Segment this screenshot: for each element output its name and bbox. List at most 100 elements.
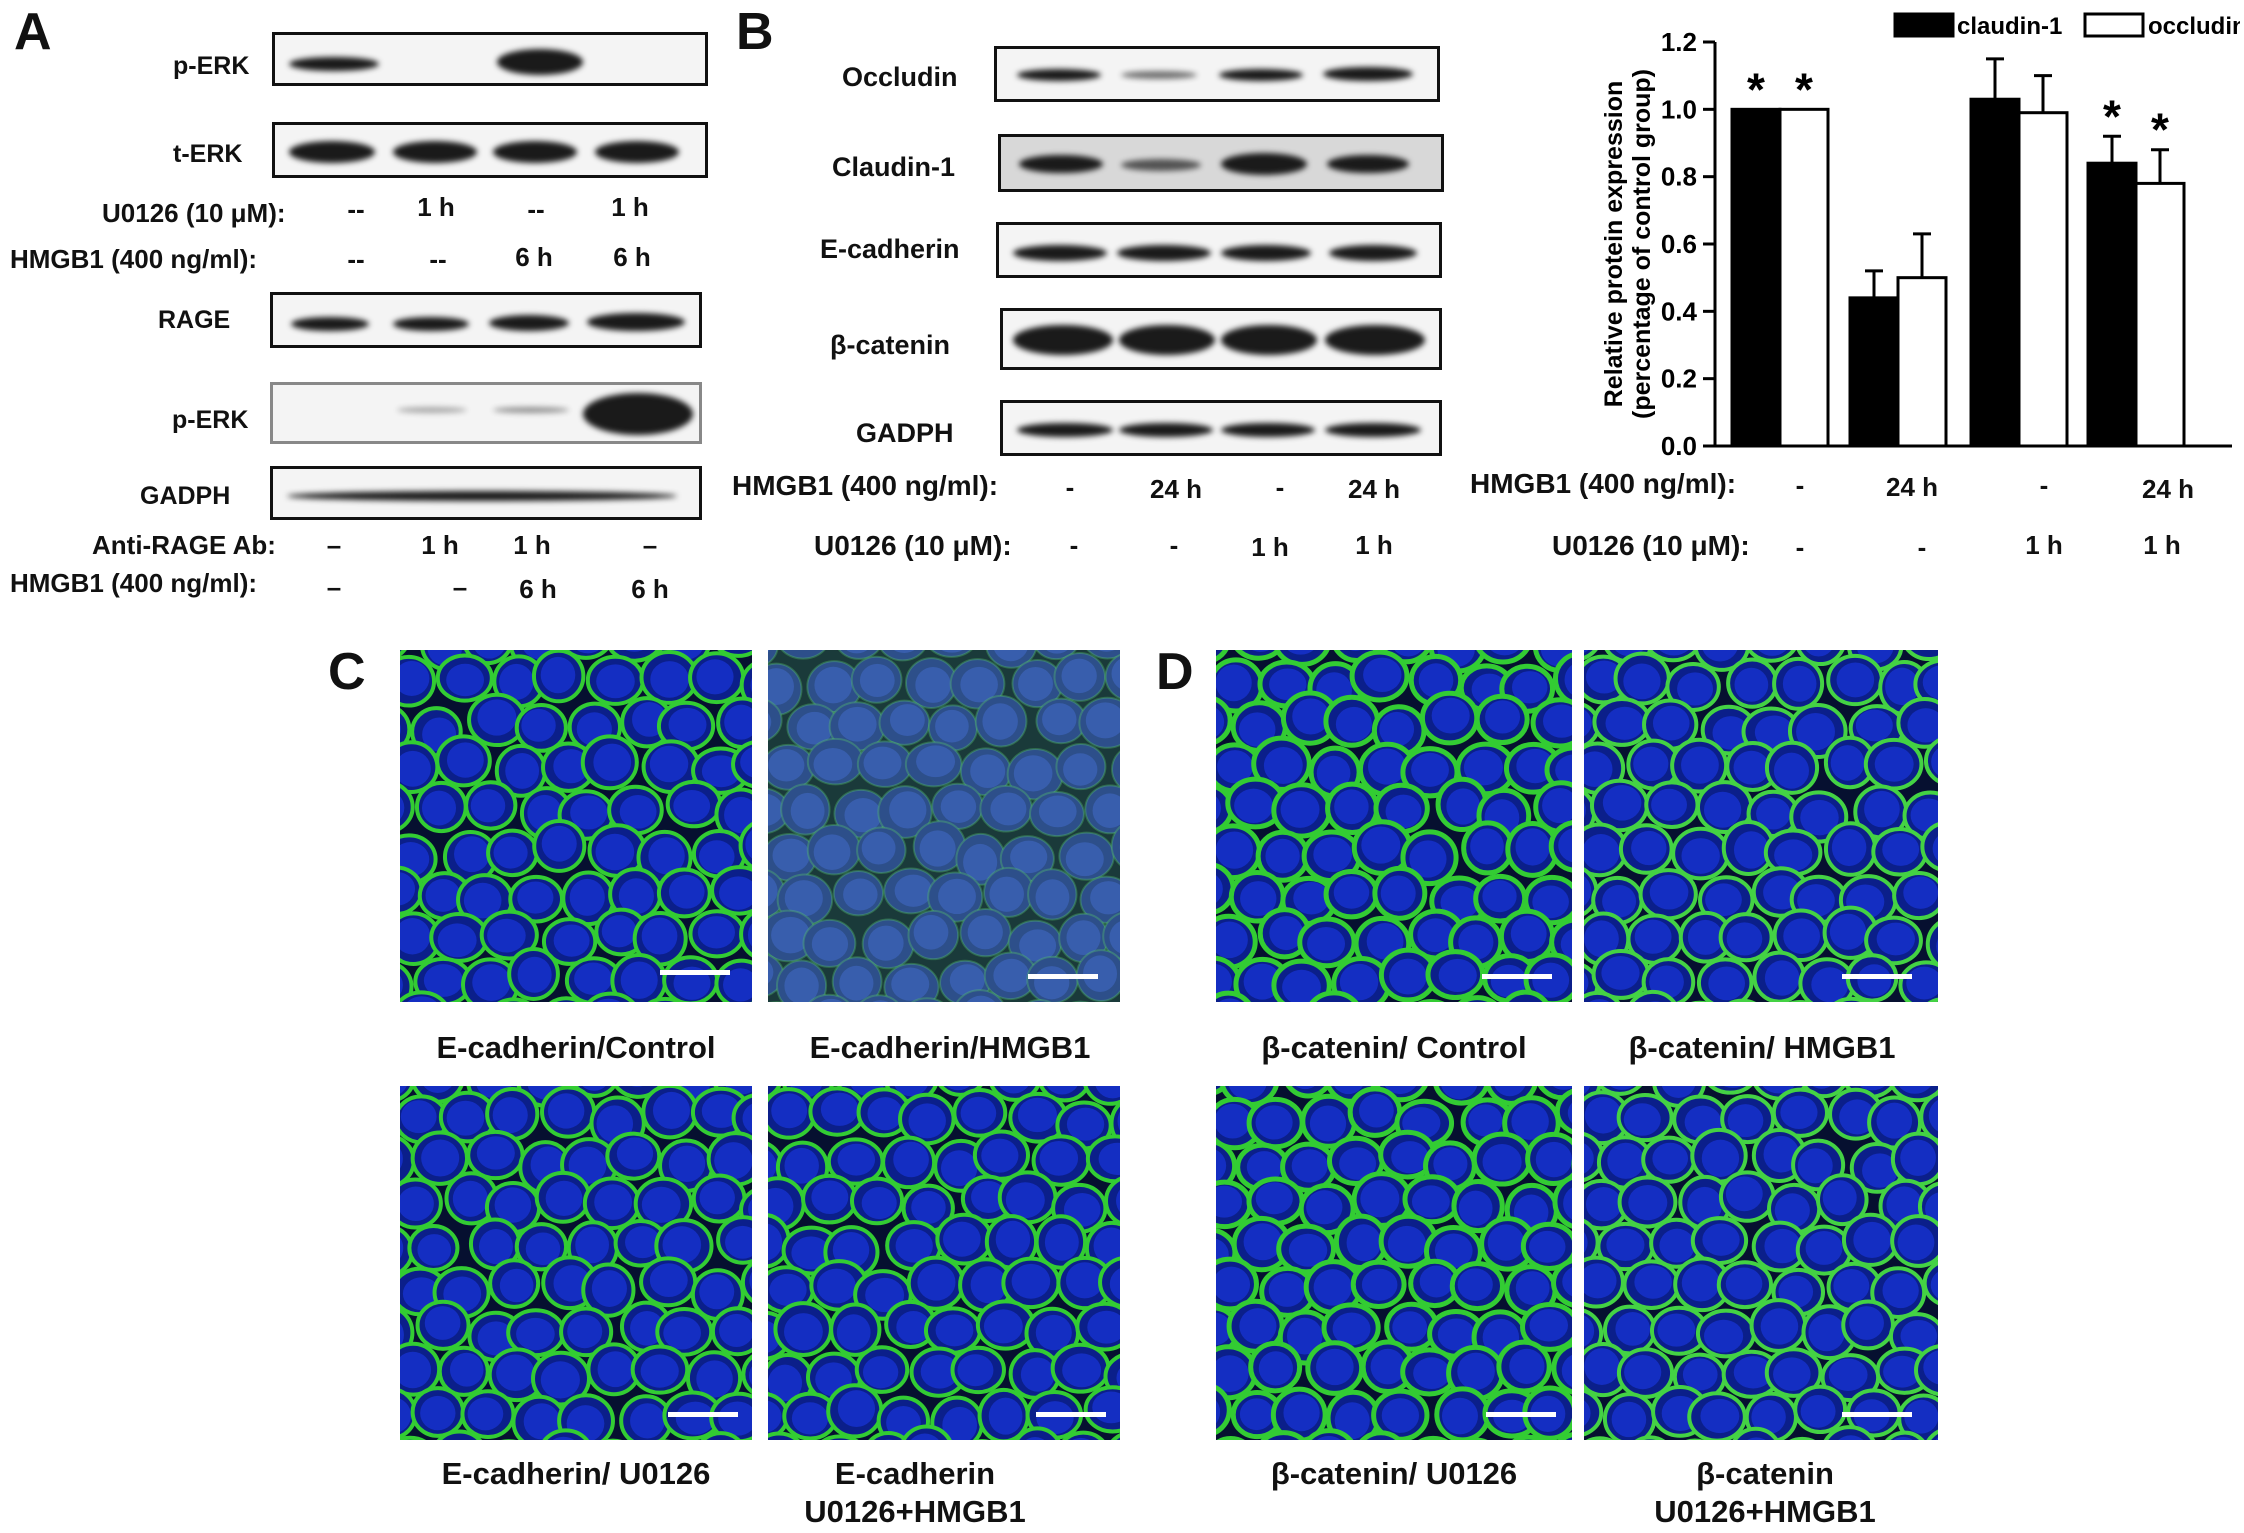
bar [1778, 107, 1830, 448]
bar [1848, 296, 1900, 448]
band [497, 49, 583, 75]
blot-perk-1 [272, 32, 708, 86]
caption-ecadherin-control: E-cadherin/Control [436, 1030, 716, 1065]
y-tick-label: 0.2 [1661, 364, 1697, 394]
cond-value: - [1169, 530, 1179, 560]
cond-value: - [1795, 532, 1805, 562]
caption-bcatenin-u0126: β-catenin/ U0126 [1270, 1456, 1518, 1491]
blot-bcatenin [1000, 308, 1442, 370]
band [287, 491, 677, 501]
blot-label-occludin: Occludin [842, 62, 958, 92]
caption-ecadherin-u0126: E-cadherin/ U0126 [441, 1456, 711, 1491]
blot-label-ecadherin: E-cadherin [820, 234, 960, 264]
legend-label-occludin: occludin [2148, 13, 2240, 40]
band [1221, 423, 1315, 437]
cond-label-antirage: Anti-RAGE Ab: [92, 530, 276, 560]
scale-bar [1842, 974, 1912, 979]
band [1017, 69, 1101, 81]
significance-star: * [1747, 63, 1765, 115]
band [595, 141, 679, 163]
cond-value: - [1795, 470, 1805, 500]
cond-value: – [452, 572, 468, 602]
band [587, 313, 685, 331]
band [289, 141, 375, 163]
scale-bar [1482, 974, 1552, 979]
y-tick-label: 1.2 [1661, 27, 1697, 57]
cond-value: - [1917, 532, 1927, 562]
y-tick-label: 0.6 [1661, 229, 1697, 259]
y-axis-label: Relative protein expression [1600, 81, 1628, 408]
y-tick-label: 0.4 [1661, 296, 1698, 326]
cond-value: 1 h [513, 530, 551, 560]
panel-letter-d: D [1156, 643, 1194, 701]
cond-value: 6 h [519, 574, 557, 604]
legend-swatch-occludin [2083, 12, 2145, 38]
cond-value: 24 h [2141, 474, 2195, 504]
bar-chart: 0.0 0.2 0.4 0.6 0.8 1.0 1.2 Relative protein ex… [1600, 12, 2240, 461]
band [583, 393, 693, 435]
cond-value: - [1275, 472, 1285, 502]
micrograph-ecadherin-hmgb1 [768, 650, 1120, 1002]
cond-label-hmgb1-a2: HMGB1 (400 ng/ml): [10, 568, 258, 598]
scale-bar [660, 970, 730, 975]
band [291, 317, 369, 331]
cond-label-hmgb1-b: HMGB1 (400 ng/ml): [732, 470, 999, 501]
band [1221, 245, 1311, 261]
cond-value: – [642, 530, 658, 560]
significance-star: * [2103, 90, 2121, 142]
cond-value: 1 h [2143, 530, 2181, 560]
panel-letter-a: A [14, 3, 52, 61]
blot-label-terk: t-ERK [173, 140, 243, 168]
cond-value: - [1065, 472, 1075, 502]
cond-value: -- [527, 194, 545, 224]
band [289, 57, 379, 71]
band [493, 407, 569, 413]
scale-bar [1486, 1412, 1556, 1417]
cond-value: 6 h [515, 242, 553, 272]
caption-bcatenin-control: β-catenin/ Control [1261, 1030, 1527, 1065]
blot-occludin [994, 46, 1440, 102]
micrograph-bcatenin-u0126-hmgb1 [1584, 1086, 1938, 1440]
y-tick-label: 0.0 [1661, 431, 1697, 461]
micrograph-ecadherin-u0126-hmgb1 [768, 1086, 1120, 1440]
y-tick-label: 0.8 [1661, 162, 1697, 192]
panel-letter-c: C [328, 643, 366, 701]
blot-label-rage: RAGE [158, 306, 231, 334]
cond-value: -- [347, 194, 365, 224]
panel-letter-b: B [736, 3, 774, 61]
caption-bcatenin-line2: U0126+HMGB1 [1654, 1494, 1876, 1529]
micrograph-bcatenin-control [1216, 650, 1572, 1002]
cond-value: 1 h [1251, 532, 1289, 562]
band [1323, 67, 1413, 81]
band [1013, 245, 1107, 261]
blot-gadph-b [1000, 400, 1442, 456]
cond-value: 6 h [631, 574, 669, 604]
bar [2086, 161, 2138, 448]
band [1019, 155, 1103, 173]
cond-value: 1 h [421, 530, 459, 560]
caption-bcatenin-line1: β-catenin [1696, 1456, 1834, 1491]
caption-ecadherin-hmgb1: E-cadherin/HMGB1 [809, 1030, 1091, 1065]
band [1327, 155, 1409, 173]
band [493, 141, 577, 163]
y-axis-label: (percentage of control group) [1628, 69, 1656, 419]
band [1221, 325, 1317, 355]
blot-claudin1 [998, 134, 1444, 192]
blot-label-perk-2: p-ERK [172, 406, 249, 434]
bar [2017, 111, 2069, 448]
band [1119, 325, 1215, 355]
cond-value: 24 h [1885, 472, 1939, 502]
y-tick-label: 1.0 [1661, 94, 1697, 124]
band [489, 315, 569, 331]
significance-star: * [2151, 104, 2169, 156]
band [1325, 325, 1425, 355]
cond-value: 24 h [1149, 474, 1203, 504]
band [1119, 423, 1213, 437]
band [1329, 245, 1417, 261]
micrograph-bcatenin-u0126 [1216, 1086, 1572, 1440]
cond-value: 1 h [611, 192, 649, 222]
band [1221, 153, 1307, 175]
band [397, 407, 467, 413]
blot-perk-2 [270, 382, 702, 444]
blot-label-bcatenin: β-catenin [830, 330, 950, 360]
